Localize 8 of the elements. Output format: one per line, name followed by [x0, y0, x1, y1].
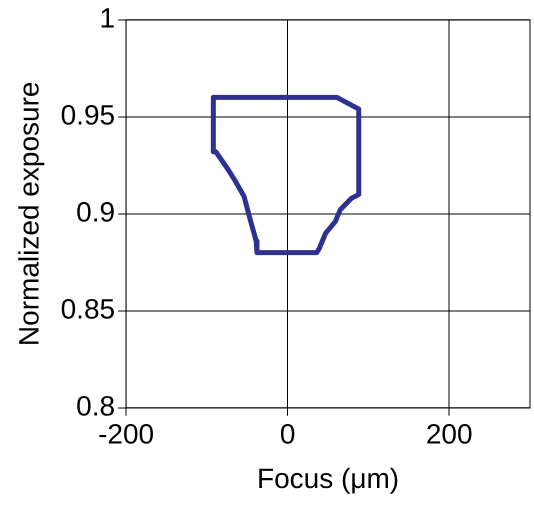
y-tick-label: 0.9: [76, 196, 116, 228]
x-tick-label: 200: [426, 418, 473, 450]
y-tick-label: 1: [100, 2, 116, 34]
y-tick-label: 0.85: [60, 294, 116, 325]
x-tick-label: 0: [280, 418, 296, 450]
y-tick-label: 0.95: [60, 100, 116, 131]
x-axis-title: Focus (μm): [256, 462, 400, 494]
y-axis-title: Normalized exposure: [14, 82, 45, 346]
